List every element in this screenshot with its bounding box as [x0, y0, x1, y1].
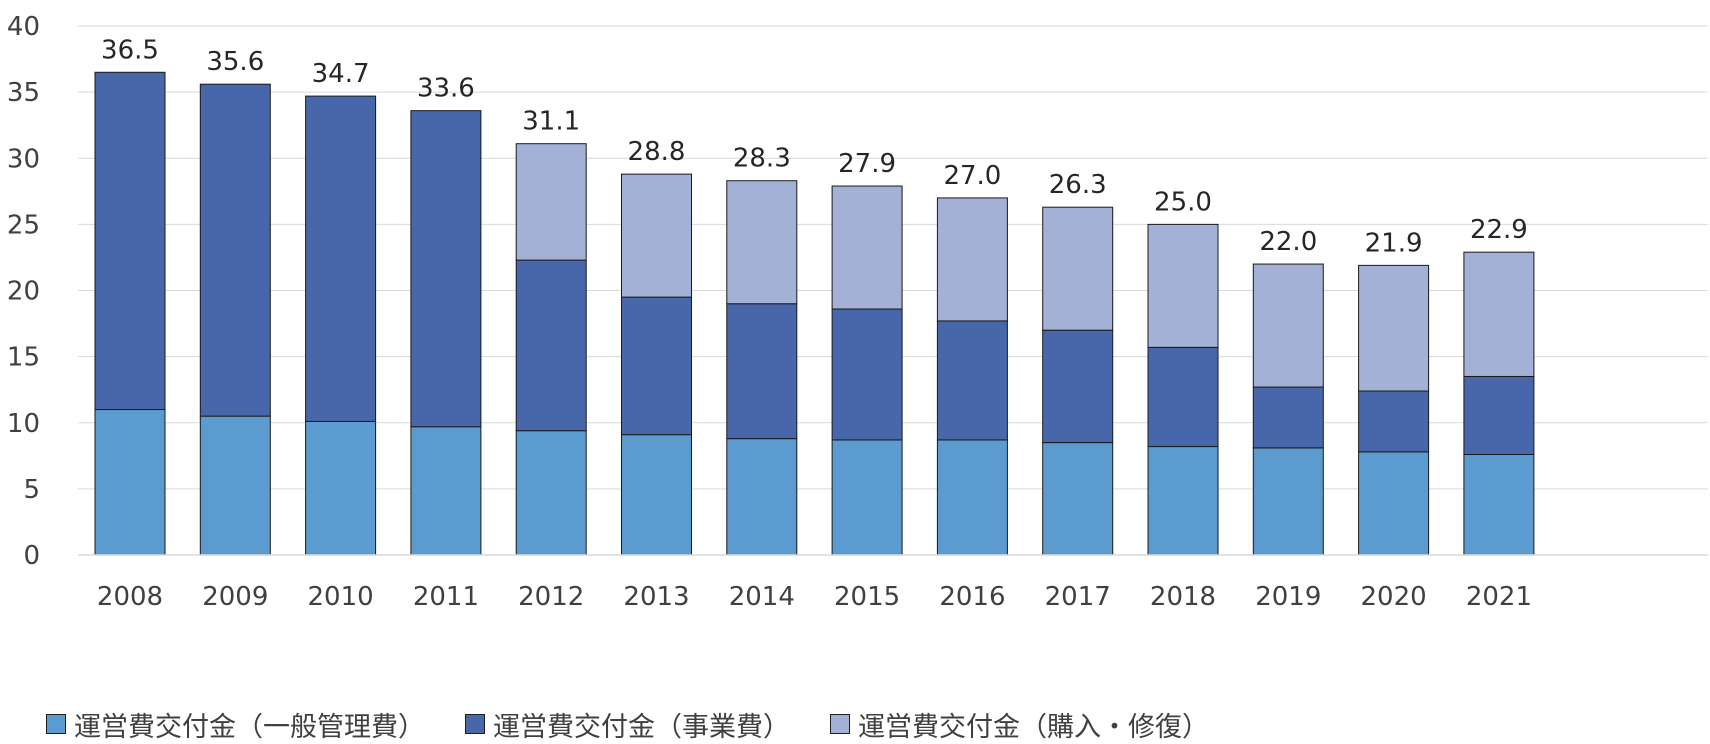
y-tick-label: 15 — [7, 343, 40, 373]
stacked-bar-chart: 0 5 10 15 20 25 30 35 40 2008 2009 2010 2011 2012 201… — [7, 12, 1708, 612]
x-tick-label-2021: 2021 — [1466, 582, 1532, 612]
bar-segment-2018-series-2 — [1147, 346, 1219, 448]
total-label-2017: 26.3 — [1049, 170, 1107, 200]
bar-segment-2019-series-1 — [1252, 447, 1324, 556]
y-axis-ticks: 0 5 10 15 20 25 30 35 40 — [7, 12, 40, 571]
legend-item-general-admin: 運営費交付金（一般管理費） — [46, 705, 425, 744]
bar-segment-2016-series-3 — [936, 197, 1008, 322]
bars — [94, 71, 1535, 556]
x-tick-label-2014: 2014 — [729, 582, 795, 612]
bar-segment-2019-series-2 — [1252, 386, 1324, 449]
legend-item-purchase-repair: 運営費交付金（購入・修復） — [830, 705, 1209, 744]
y-tick-label: 5 — [23, 475, 40, 505]
total-labels: 36.5 35.6 34.7 33.6 31.1 28.8 28.3 27.9 27.0 26.3… — [101, 35, 1528, 258]
x-tick-label-2018: 2018 — [1150, 582, 1216, 612]
total-label-2019: 22.0 — [1259, 227, 1317, 257]
bar-segment-2020-series-1 — [1358, 451, 1430, 556]
bar-segment-2016-series-1 — [936, 439, 1008, 556]
total-label-2015: 27.9 — [838, 149, 896, 179]
x-tick-label-2012: 2012 — [518, 582, 584, 612]
bar-segment-2011-series-1 — [410, 426, 482, 556]
bar-segment-2013-series-2 — [621, 296, 692, 436]
bar-segment-2008-series-2 — [94, 71, 166, 411]
y-tick-label: 0 — [23, 541, 40, 571]
total-label-2009: 35.6 — [206, 47, 264, 77]
bar-segment-2012-series-3 — [515, 143, 587, 261]
bar-segment-2020-series-2 — [1358, 390, 1430, 453]
total-label-2013: 28.8 — [628, 137, 686, 167]
bar-segment-2014-series-2 — [726, 303, 798, 440]
x-tick-label-2019: 2019 — [1255, 582, 1321, 612]
bar-segment-2015-series-2 — [831, 308, 903, 441]
bar-segment-2018-series-3 — [1147, 223, 1219, 348]
x-tick-label-2008: 2008 — [97, 582, 163, 612]
bar-segment-2016-series-2 — [936, 320, 1008, 441]
total-label-2021: 22.9 — [1470, 215, 1528, 245]
legend-label-project-costs: 運営費交付金（事業費） — [493, 711, 790, 743]
bar-segment-2021-series-1 — [1463, 453, 1535, 556]
bar-segment-2021-series-2 — [1463, 375, 1535, 455]
x-tick-label-2017: 2017 — [1045, 582, 1111, 612]
total-label-2020: 21.9 — [1365, 228, 1423, 258]
bar-segment-2021-series-3 — [1463, 251, 1535, 377]
y-tick-label: 20 — [7, 277, 40, 307]
bar-segment-2013-series-1 — [621, 434, 692, 556]
total-label-2012: 31.1 — [522, 107, 580, 137]
legend-label-purchase-repair: 運営費交付金（購入・修復） — [858, 711, 1209, 743]
y-tick-label: 40 — [7, 12, 40, 42]
total-label-2010: 34.7 — [312, 59, 370, 89]
legend-swatch-purchase-repair — [830, 714, 850, 734]
bar-segment-2011-series-2 — [410, 110, 482, 428]
legend: 運営費交付金（一般管理費） 運営費交付金（事業費） 運営費交付金（購入・修復） — [46, 705, 1249, 744]
bar-segment-2010-series-1 — [305, 420, 377, 556]
x-tick-label-2010: 2010 — [308, 582, 374, 612]
bar-segment-2010-series-2 — [305, 95, 377, 422]
legend-swatch-project-costs — [465, 714, 485, 734]
y-tick-label: 30 — [7, 144, 40, 174]
total-label-2008: 36.5 — [101, 35, 159, 65]
bar-segment-2017-series-3 — [1042, 206, 1114, 331]
bar-segment-2009-series-2 — [199, 83, 271, 417]
y-tick-label: 10 — [7, 409, 40, 439]
legend-swatch-general-admin — [46, 714, 66, 734]
bar-segment-2018-series-1 — [1147, 446, 1219, 556]
bar-segment-2009-series-1 — [199, 415, 271, 556]
x-tick-label-2009: 2009 — [202, 582, 268, 612]
bar-segment-2014-series-1 — [726, 438, 798, 556]
bar-segment-2020-series-3 — [1358, 264, 1430, 392]
total-label-2016: 27.0 — [943, 161, 1001, 191]
bar-segment-2008-series-1 — [94, 409, 166, 556]
bar-segment-2019-series-3 — [1252, 263, 1324, 388]
x-tick-label-2015: 2015 — [834, 582, 900, 612]
bar-segment-2012-series-2 — [515, 259, 587, 432]
legend-label-general-admin: 運営費交付金（一般管理費） — [74, 711, 425, 743]
legend-item-project-costs: 運営費交付金（事業費） — [465, 705, 790, 744]
x-tick-label-2016: 2016 — [939, 582, 1005, 612]
total-label-2014: 28.3 — [733, 144, 791, 174]
total-label-2018: 25.0 — [1154, 187, 1212, 217]
bar-segment-2015-series-3 — [831, 185, 903, 310]
y-tick-label: 35 — [7, 78, 40, 108]
x-axis-ticks: 2008 2009 2010 2011 2012 2013 2014 2015 2016 2017… — [97, 582, 1532, 612]
y-tick-label: 25 — [7, 210, 40, 240]
x-tick-label-2013: 2013 — [623, 582, 689, 612]
bar-segment-2017-series-1 — [1042, 442, 1114, 556]
bar-segment-2012-series-1 — [515, 430, 587, 556]
bar-segment-2015-series-1 — [831, 439, 903, 556]
x-tick-label-2020: 2020 — [1361, 582, 1427, 612]
x-tick-label-2011: 2011 — [413, 582, 479, 612]
bar-segment-2017-series-2 — [1042, 329, 1114, 444]
bar-segment-2014-series-3 — [726, 180, 798, 305]
bar-segment-2013-series-3 — [621, 173, 692, 298]
total-label-2011: 33.6 — [417, 74, 475, 104]
